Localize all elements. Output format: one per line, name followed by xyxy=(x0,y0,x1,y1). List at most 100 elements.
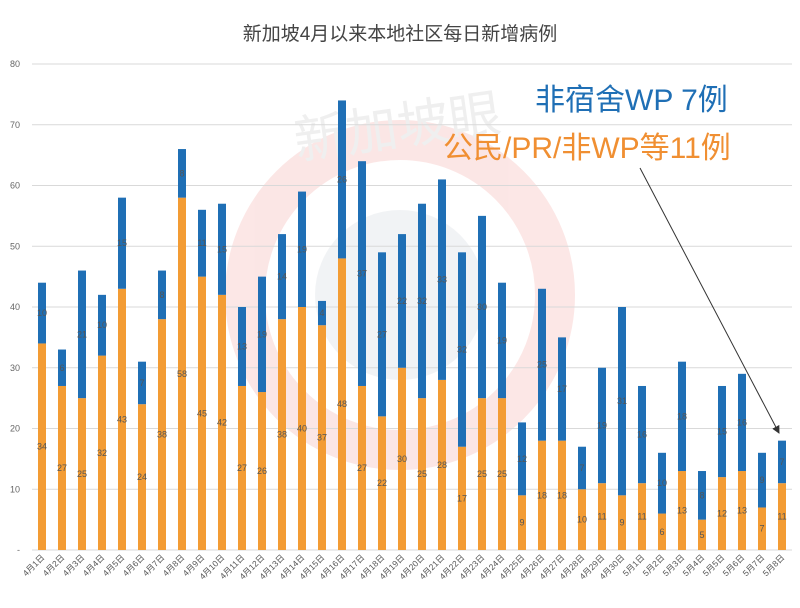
data-label-blue: 10 xyxy=(37,308,47,318)
data-label-orange: 27 xyxy=(57,463,67,473)
data-label-blue: 21 xyxy=(77,329,87,339)
data-label-orange: 26 xyxy=(257,466,267,476)
bar-segment-blue xyxy=(318,300,326,326)
bar-segment-blue xyxy=(38,282,46,344)
data-label-blue: 16 xyxy=(637,430,647,440)
bar-segment-blue xyxy=(718,385,726,478)
bar-segment-blue xyxy=(238,307,246,386)
bar-segment-orange xyxy=(398,367,406,550)
bar-segment-orange xyxy=(518,495,526,550)
bar-segment-orange xyxy=(278,319,286,550)
data-label-blue: 15 xyxy=(217,244,227,254)
bar-segment-orange xyxy=(138,404,146,550)
bar-segment-blue xyxy=(338,100,346,259)
data-label-blue: 15 xyxy=(717,427,727,437)
bar-segment-orange xyxy=(158,319,166,550)
bar-segment-blue xyxy=(558,337,566,441)
data-label-orange: 24 xyxy=(137,472,147,482)
bar-segment-blue xyxy=(618,307,626,496)
data-label-blue: 9 xyxy=(759,475,764,485)
data-label-blue: 4 xyxy=(319,308,324,318)
bar-segment-blue xyxy=(198,209,206,277)
bar-segment-blue xyxy=(118,197,126,289)
bar-segment-orange xyxy=(198,276,206,550)
bar-segment-blue xyxy=(358,161,366,386)
annotation-wp: 非宿舍WP 7例 xyxy=(535,84,728,117)
y-tick-label: 30 xyxy=(10,363,20,373)
data-label-blue: 32 xyxy=(457,345,467,355)
bar-segment-blue xyxy=(438,179,446,380)
data-label-orange: 18 xyxy=(537,490,547,500)
bar-segment-orange xyxy=(178,197,186,550)
data-label-blue: 7 xyxy=(779,457,784,467)
bar-segment-orange xyxy=(738,471,746,550)
data-label-orange: 10 xyxy=(577,515,587,525)
y-tick-label: - xyxy=(17,545,20,555)
data-label-orange: 22 xyxy=(377,478,387,488)
bar-segment-blue xyxy=(218,203,226,295)
bar-segment-orange xyxy=(558,440,566,550)
bar-segment-blue xyxy=(378,252,386,417)
data-label-orange: 6 xyxy=(659,527,664,537)
data-label-orange: 34 xyxy=(37,442,47,452)
y-tick-label: 50 xyxy=(10,241,20,251)
bar-segment-blue xyxy=(98,294,106,356)
bar-segment-orange xyxy=(478,398,486,550)
bar-segment-blue xyxy=(678,361,686,472)
data-label-blue: 31 xyxy=(617,396,627,406)
bar-segment-orange xyxy=(318,325,326,550)
data-label-blue: 16 xyxy=(737,417,747,427)
bar-segment-blue xyxy=(138,361,146,405)
bar-segment-blue xyxy=(458,252,466,447)
data-label-orange: 13 xyxy=(677,506,687,516)
bar-segment-blue xyxy=(518,422,526,496)
bar-segment-blue xyxy=(418,203,426,399)
bar-segment-orange xyxy=(618,495,626,550)
bar-segment-orange xyxy=(638,483,646,550)
bar-segment-orange xyxy=(378,416,386,550)
bar-segment-blue xyxy=(498,282,506,399)
data-label-orange: 32 xyxy=(97,448,107,458)
y-axis: - 10 20 30 40 50 60 70 80 xyxy=(10,59,20,555)
data-label-orange: 18 xyxy=(557,490,567,500)
bar-segment-orange xyxy=(218,294,226,550)
data-label-orange: 48 xyxy=(337,399,347,409)
bar-segment-orange xyxy=(678,471,686,550)
bar-segment-orange xyxy=(578,489,586,550)
data-label-orange: 38 xyxy=(277,430,287,440)
data-label-blue: 8 xyxy=(699,490,704,500)
data-label-blue: 8 xyxy=(179,168,184,178)
bar-segment-blue xyxy=(78,270,86,399)
data-label-orange: 38 xyxy=(157,430,167,440)
data-label-blue: 10 xyxy=(97,320,107,330)
bar-segment-blue xyxy=(258,276,266,393)
x-tick-label: 5月8日 xyxy=(761,552,787,578)
bar-segment-blue xyxy=(578,446,586,490)
x-axis: 4月1日4月2日4月3日4月4日4月5日4月6日4月7日4月8日4月9日4月10… xyxy=(21,552,787,581)
y-tick-label: 20 xyxy=(10,424,20,434)
y-tick-label: 10 xyxy=(10,484,20,494)
bar-segment-orange xyxy=(98,355,106,550)
bar-segment-blue xyxy=(478,215,486,399)
bar-segment-orange xyxy=(538,440,546,550)
data-label-blue: 19 xyxy=(497,335,507,345)
data-label-orange: 43 xyxy=(117,414,127,424)
bar-segment-blue xyxy=(158,270,166,320)
bar-segment-orange xyxy=(718,477,726,550)
data-label-blue: 14 xyxy=(277,272,287,282)
data-label-orange: 25 xyxy=(477,469,487,479)
bar-segment-orange xyxy=(238,385,246,550)
data-label-blue: 18 xyxy=(677,411,687,421)
bar-segment-blue xyxy=(538,288,546,441)
data-label-blue: 37 xyxy=(357,269,367,279)
bar-segment-orange xyxy=(698,519,706,550)
bar-segment-orange xyxy=(498,398,506,550)
bar-segment-blue xyxy=(738,373,746,472)
data-label-orange: 25 xyxy=(417,469,427,479)
data-label-blue: 12 xyxy=(517,454,527,464)
data-label-orange: 11 xyxy=(637,512,646,522)
data-label-blue: 13 xyxy=(237,341,247,351)
bar-segment-blue xyxy=(58,349,66,386)
data-label-orange: 28 xyxy=(437,460,447,470)
data-label-orange: 58 xyxy=(177,369,187,379)
